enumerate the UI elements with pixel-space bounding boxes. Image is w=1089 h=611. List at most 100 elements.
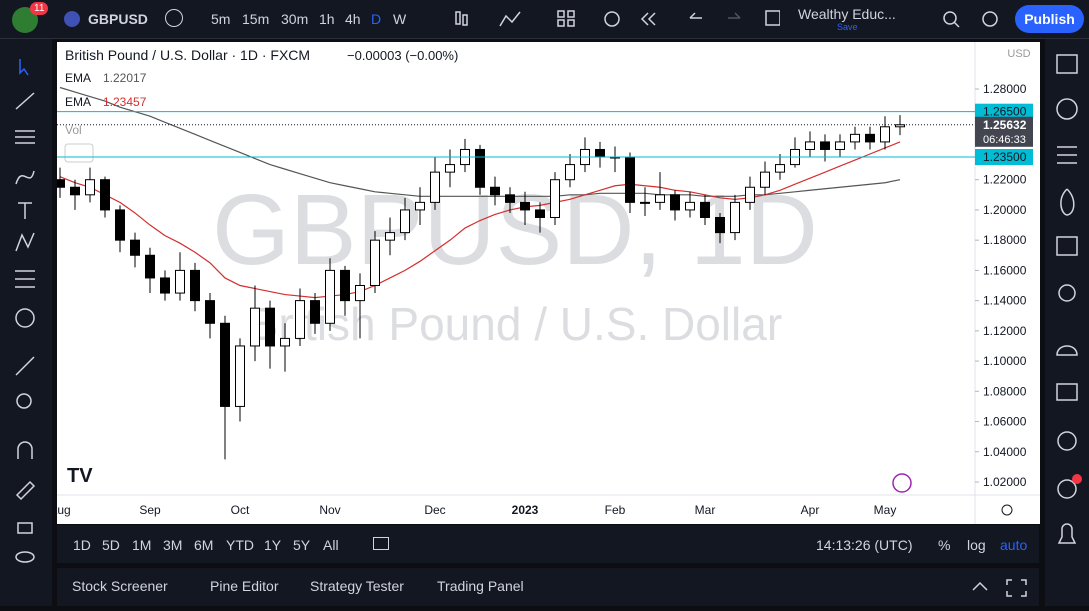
- candle-body: [715, 216, 725, 234]
- range-button[interactable]: 1D: [73, 537, 91, 553]
- range-button[interactable]: 1M: [132, 537, 152, 553]
- search-icon[interactable]: [943, 11, 957, 25]
- candle-body: [505, 194, 515, 203]
- range-button[interactable]: 5Y: [293, 537, 311, 553]
- panel-tab[interactable]: Pine Editor: [210, 578, 279, 594]
- interval[interactable]: 4h: [345, 11, 361, 27]
- currency-label[interactable]: USD: [1007, 48, 1030, 60]
- current-price-tag: [975, 116, 1033, 147]
- save-state: Save: [837, 22, 858, 32]
- y-tick-label: 1.22000: [983, 173, 1027, 187]
- streams-icon[interactable]: [1056, 345, 1078, 356]
- interval[interactable]: 1h: [319, 11, 335, 27]
- candle-body: [235, 345, 245, 407]
- ruler-tool[interactable]: [15, 356, 35, 376]
- interval[interactable]: D: [371, 11, 382, 27]
- live-dot: [1072, 474, 1082, 484]
- candle-icon[interactable]: [455, 11, 461, 25]
- price-line-tag: [975, 149, 1033, 166]
- legend-value: 1.23457: [103, 95, 147, 109]
- publish-button[interactable]: Publish: [1015, 5, 1084, 33]
- emoji-tool[interactable]: [15, 308, 35, 328]
- ideas-icon[interactable]: [1058, 284, 1076, 302]
- legend-volume[interactable]: Vol: [65, 123, 82, 137]
- text-tool[interactable]: [18, 202, 32, 219]
- range-button[interactable]: All: [323, 537, 339, 553]
- axis-settings[interactable]: [1001, 504, 1013, 516]
- visibility-tool[interactable]: [15, 551, 35, 563]
- pattern-tool[interactable]: [15, 232, 35, 252]
- y-tick-label: 1.02000: [983, 475, 1027, 489]
- candle-body: [775, 164, 785, 173]
- date-range-button[interactable]: [373, 537, 389, 550]
- calendar-icon[interactable]: [1056, 236, 1078, 256]
- tradingview-logo[interactable]: TV: [67, 465, 93, 487]
- notifications-icon[interactable]: [1057, 431, 1077, 451]
- panel-tab[interactable]: Strategy Tester: [310, 578, 404, 594]
- layout-icon[interactable]: [765, 10, 780, 26]
- toolbar-icons: [455, 10, 780, 27]
- candle-body: [57, 179, 65, 188]
- candle-body: [325, 269, 335, 324]
- magnet-tool[interactable]: [17, 441, 33, 459]
- panel-tab[interactable]: Trading Panel: [437, 578, 524, 594]
- interval[interactable]: 30m: [281, 11, 309, 27]
- candle-body: [595, 148, 605, 158]
- replay-icon[interactable]: [640, 12, 656, 26]
- candle-body: [850, 133, 860, 143]
- range-button[interactable]: 5D: [102, 537, 120, 553]
- layout-name[interactable]: Wealthy Educ...: [798, 6, 896, 22]
- candle-body: [115, 209, 125, 241]
- legend-value: 1.22017: [103, 71, 147, 85]
- zoom-tool[interactable]: [16, 393, 32, 409]
- plot-area: [57, 86, 905, 460]
- line-tool[interactable]: [15, 92, 35, 110]
- widget-icons: [1056, 54, 1082, 544]
- expand-panel[interactable]: [972, 581, 988, 591]
- symbol-name[interactable]: GBPUSD: [88, 11, 148, 27]
- panel-tab[interactable]: Stock Screener: [72, 578, 168, 594]
- range-button[interactable]: 6M: [194, 537, 214, 553]
- data-window-icon[interactable]: [1057, 146, 1077, 164]
- fullscreen[interactable]: [1006, 579, 1027, 597]
- lock-tool[interactable]: [17, 522, 33, 534]
- cursor-tool[interactable]: [19, 59, 29, 76]
- chart-background: [57, 42, 1040, 524]
- candle-body: [130, 239, 140, 256]
- interval[interactable]: 5m: [211, 11, 231, 27]
- indicator-icon[interactable]: [499, 11, 521, 27]
- clock[interactable]: 14:13:26 (UTC): [816, 537, 913, 553]
- forecast-tool[interactable]: [15, 270, 35, 288]
- interval[interactable]: W: [393, 11, 407, 27]
- settings-icon[interactable]: [982, 11, 998, 27]
- range-button[interactable]: 3M: [163, 537, 183, 553]
- ema-line: [59, 141, 901, 299]
- candle-body: [835, 141, 845, 150]
- x-tick-label: Nov: [319, 503, 340, 517]
- alerts-icon[interactable]: [1056, 98, 1078, 120]
- fib-tool[interactable]: [15, 130, 35, 144]
- auto-toggle[interactable]: auto: [1000, 537, 1028, 553]
- undo-icon[interactable]: [689, 12, 702, 19]
- log-toggle[interactable]: log: [967, 537, 986, 553]
- percent-toggle[interactable]: %: [938, 537, 951, 553]
- brush-tool[interactable]: [15, 170, 35, 185]
- redo-icon: [728, 12, 741, 19]
- lock-drawing-tool[interactable]: [15, 480, 36, 501]
- alert-icon[interactable]: [604, 11, 620, 27]
- chats-icon[interactable]: [1056, 383, 1078, 401]
- range-button[interactable]: 1Y: [264, 537, 282, 553]
- collapse-legend[interactable]: [64, 143, 94, 163]
- x-tick-label: Sep: [139, 503, 161, 517]
- notification-badge: 11: [30, 2, 49, 15]
- candle-body: [550, 179, 560, 218]
- ideas-button[interactable]: [892, 473, 912, 493]
- candle-body: [760, 171, 770, 188]
- add-symbol[interactable]: [165, 9, 183, 27]
- range-button[interactable]: YTD: [226, 537, 254, 553]
- replay-icon[interactable]: [1057, 479, 1077, 499]
- help-icon[interactable]: [1057, 523, 1077, 544]
- hotlist-icon[interactable]: [1060, 188, 1075, 216]
- watchlist-icon[interactable]: [1056, 54, 1078, 74]
- interval[interactable]: 15m: [242, 11, 270, 27]
